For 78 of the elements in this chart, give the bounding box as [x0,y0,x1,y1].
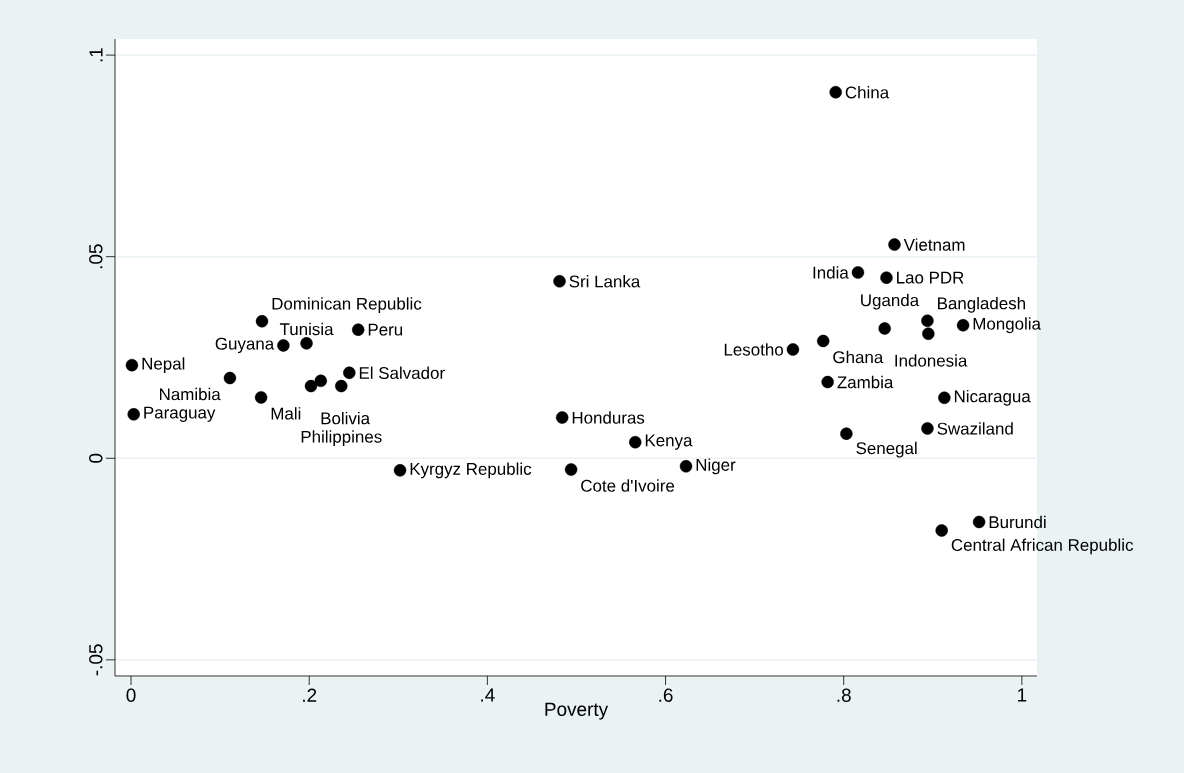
point [127,408,140,421]
annotation: Philippines [301,430,382,447]
annotation: Guyana [215,337,275,354]
x-tick-label: .2 [303,688,317,702]
point [938,391,951,404]
point [956,319,970,332]
annotation: Ghana [833,350,884,364]
annotation: Uganda [861,293,920,310]
annotation: Bolivia [321,411,371,425]
annotation: Burundi [989,515,1046,529]
point [921,314,934,327]
y-tick-label: .1 [89,48,103,62]
point [255,315,269,328]
annotation: Niger [696,458,736,475]
x-tick-label: .6 [659,688,673,702]
point [888,238,901,251]
annotation: Nepal [142,357,185,374]
point [922,327,935,340]
annotation: Mongolia [973,317,1041,334]
point [679,460,693,473]
annotation: Peru [368,323,403,336]
point [629,435,642,449]
point [829,86,842,99]
annotation: El Salvador [359,366,445,380]
annotation: Dominican Republic [272,297,422,314]
x-tick-label: .8 [837,688,851,702]
point [921,422,934,435]
annotation: Central African Republic [951,538,1134,555]
annotation: Kenya [645,434,693,450]
annotation: Tunisia [279,322,334,336]
point [223,371,237,385]
annotation: Lao PDR [897,271,964,284]
point [851,266,865,279]
point [304,379,318,393]
point [352,323,365,336]
point [821,375,834,389]
annotation: Senegal [856,441,917,458]
point [786,343,800,356]
y-tick-label: 0 [89,453,103,463]
point [254,391,268,404]
point [564,463,578,476]
point [277,339,290,352]
annotation: Sri Lanka [569,275,641,288]
annotation: Zambia [837,375,894,389]
x-tick-label: 1 [1018,688,1027,702]
annotation: Kyrgyz Republic [410,462,532,479]
annotation: China [845,85,890,99]
annotation: Paraguay [144,406,216,422]
point [314,374,327,388]
annotation: India [813,266,849,279]
annotation: Cote d'Ivoire [581,479,675,492]
annotation: Vietnam [903,238,965,251]
annotation: Lesotho [724,343,783,356]
point [553,275,566,288]
point [880,271,893,284]
annotation: Mali [271,407,301,420]
annotation: Nicaragua [954,389,1031,406]
point [878,322,891,335]
annotation: Swaziland [937,422,1013,435]
x-axis-title: Poverty [545,702,609,720]
annotation: Indonesia [895,354,968,367]
annotation: Bangladesh [938,296,1025,313]
y-tick-label: .05 [89,244,103,269]
point [335,379,348,393]
annotation: Honduras [572,411,645,424]
point [840,427,853,440]
point [300,337,313,350]
point [972,515,986,529]
x-tick-label: .4 [481,688,495,702]
point [556,411,569,424]
point [125,358,139,372]
point [817,334,830,348]
y-tick-label: -.05 [89,644,103,676]
point [393,464,407,477]
x-tick-label: 0 [126,688,136,702]
point [343,366,356,380]
annotation: Namibia [159,387,221,401]
point [935,524,948,537]
